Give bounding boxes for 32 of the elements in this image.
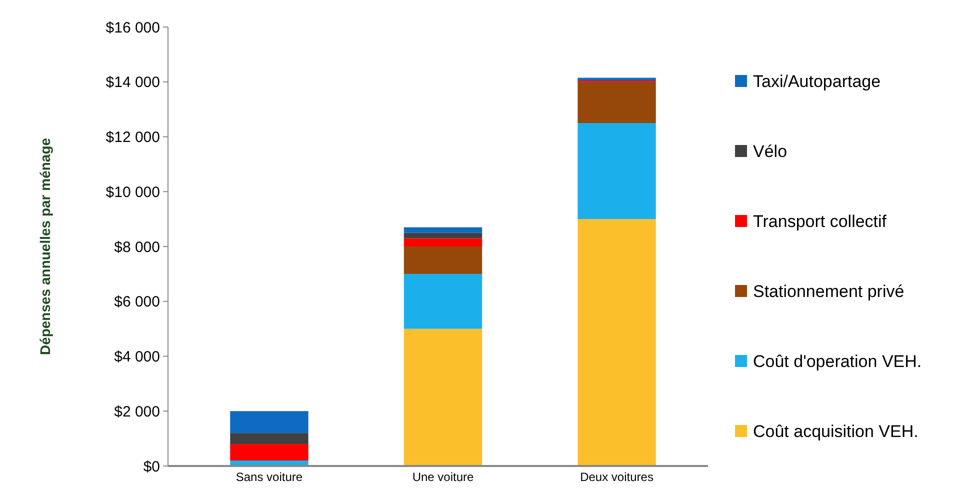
y-tick-label: $14 000 bbox=[106, 74, 160, 92]
bar bbox=[230, 444, 308, 461]
bar bbox=[404, 328, 482, 466]
legend-label: Coût d'operation VEH. bbox=[753, 352, 922, 371]
bar bbox=[404, 246, 482, 274]
y-axis-title: Dépenses annuelles par ménage bbox=[37, 138, 53, 356]
bar bbox=[578, 219, 656, 466]
y-tick-label: $10 000 bbox=[106, 184, 160, 201]
y-tick-label: $16 000 bbox=[106, 19, 160, 36]
y-tick-label: $0 bbox=[143, 458, 160, 476]
legend-label: Vélo bbox=[753, 142, 788, 161]
y-tick-label: $2 000 bbox=[114, 403, 160, 420]
legend-label: Transport collectif bbox=[753, 212, 887, 231]
y-tick-label: $6 000 bbox=[114, 294, 160, 311]
bar bbox=[404, 227, 482, 233]
x-tick-label: Deux voitures bbox=[580, 470, 654, 484]
x-tick-label: Sans voiture bbox=[236, 470, 303, 484]
legend-label: Stationnement privé bbox=[753, 282, 904, 301]
bar bbox=[404, 238, 482, 246]
legend-label: Taxi/Autopartage bbox=[753, 72, 881, 91]
bar bbox=[578, 78, 656, 81]
bar bbox=[578, 123, 656, 220]
y-tick-label: $4 000 bbox=[114, 348, 160, 366]
bar bbox=[230, 433, 308, 444]
legend-label: Coût acquisition VEH. bbox=[753, 422, 918, 441]
bar bbox=[404, 274, 482, 329]
bar bbox=[404, 232, 482, 238]
y-tick-label: $12 000 bbox=[106, 129, 160, 146]
x-tick-label: Une voiture bbox=[412, 470, 474, 484]
bar bbox=[230, 411, 308, 434]
bar bbox=[578, 82, 656, 124]
y-tick-label: $8 000 bbox=[114, 238, 160, 256]
